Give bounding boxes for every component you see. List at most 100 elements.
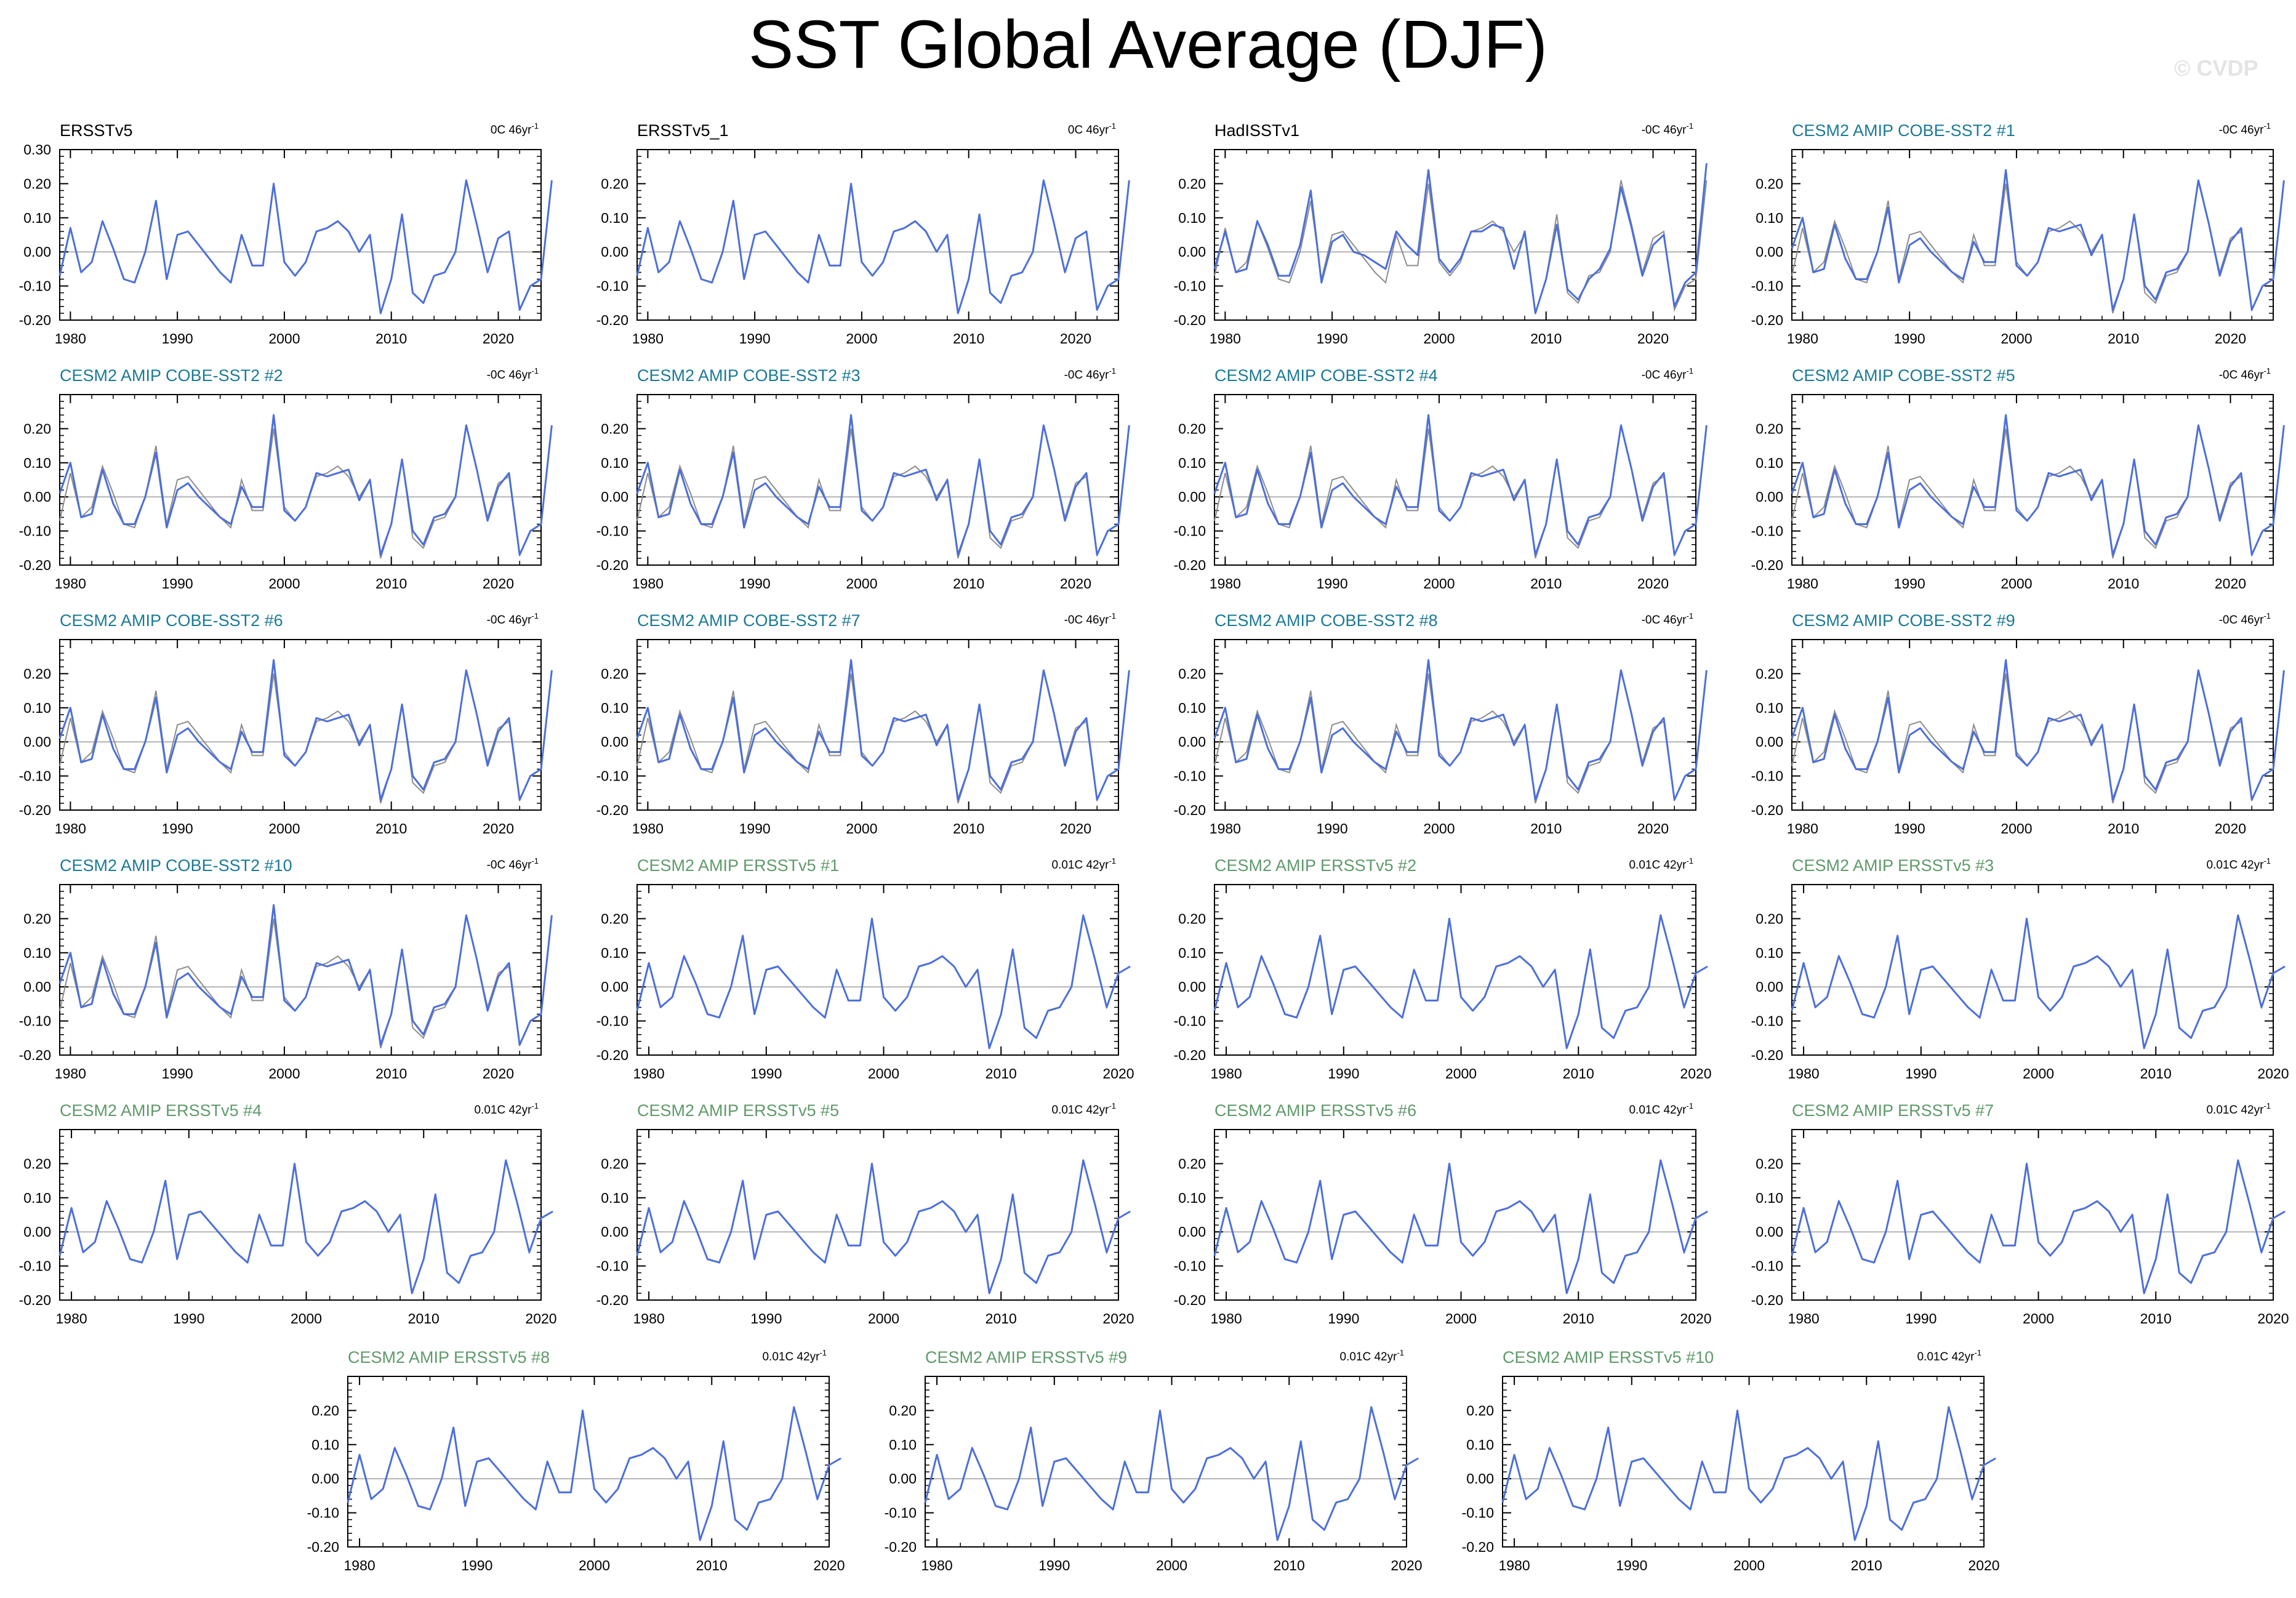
x-tick-label: 1980 xyxy=(632,821,664,837)
y-tick-label: 0.20 xyxy=(1756,910,1783,926)
y-tick-label: 0.10 xyxy=(23,700,51,716)
x-tick-label: 1980 xyxy=(921,1557,952,1573)
y-tick-label: -0.10 xyxy=(1174,523,1206,539)
plot-frame xyxy=(925,1376,1407,1548)
panel-title: CESM2 AMIP COBE-SST2 #4 xyxy=(1214,366,1438,385)
x-tick-label: 2000 xyxy=(268,576,300,592)
x-tick-label: 1990 xyxy=(1894,331,1925,347)
x-tick-label: 2020 xyxy=(1680,1066,1711,1082)
x-tick-label: 2010 xyxy=(375,331,407,347)
x-tick-label: 1990 xyxy=(461,1557,492,1573)
y-tick-label: 0.00 xyxy=(601,1224,628,1240)
obs-series-line xyxy=(59,1160,553,1294)
trend-label: 0.01C 42yr-1 xyxy=(2206,1101,2271,1117)
plot-frame xyxy=(636,884,1119,1056)
x-tick-label: 2020 xyxy=(2215,576,2246,592)
panel-title: CESM2 AMIP ERSSTv5 #2 xyxy=(1214,856,1416,875)
obs-series-line xyxy=(59,425,553,559)
series-line xyxy=(1213,1159,1708,1295)
plot-frame xyxy=(636,394,1119,566)
x-tick-label: 2010 xyxy=(953,821,984,837)
y-tick-label: 0.10 xyxy=(1756,1190,1783,1206)
y-tick-label: 0.00 xyxy=(23,489,51,505)
y-tick-label: 0.20 xyxy=(23,420,51,436)
panel-title: CESM2 AMIP ERSSTv5 #3 xyxy=(1792,856,1994,875)
obs-series-line xyxy=(1502,1407,1996,1541)
page-title: SST Global Average (DJF) xyxy=(748,7,1548,82)
x-tick-label: 2020 xyxy=(1102,1311,1134,1327)
x-tick-label: 2020 xyxy=(483,331,514,347)
x-tick-label: 1980 xyxy=(1210,821,1241,837)
obs-series-line xyxy=(1214,1160,1708,1294)
x-tick-label: 1990 xyxy=(1317,331,1348,347)
plot-frame xyxy=(1791,1129,2274,1301)
plot-frame xyxy=(1214,884,1696,1056)
x-tick-label: 1980 xyxy=(1210,1311,1242,1327)
y-tick-label: -0.20 xyxy=(1751,312,1783,328)
x-tick-label: 2020 xyxy=(1102,1066,1134,1082)
x-tick-label: 2010 xyxy=(696,1557,728,1573)
y-tick-label: 0.00 xyxy=(601,734,628,750)
panel-title: CESM2 AMIP ERSSTv5 #5 xyxy=(637,1101,839,1120)
x-tick-label: 2020 xyxy=(1968,1557,1999,1573)
trend-label: 0.01C 42yr-1 xyxy=(2206,856,2271,872)
y-tick-label: 0.10 xyxy=(23,210,51,226)
x-tick-label: 1980 xyxy=(55,576,86,592)
plot-frame xyxy=(59,394,542,566)
x-tick-label: 1990 xyxy=(162,821,193,837)
y-tick-label: -0.20 xyxy=(596,1292,628,1308)
x-tick-label: 2010 xyxy=(1530,821,1562,837)
y-tick-label: 0.00 xyxy=(1178,734,1206,750)
obs-series-line xyxy=(925,1407,1419,1541)
obs-series-line xyxy=(1791,1160,2286,1294)
series-line xyxy=(1791,414,2285,556)
y-tick-label: -0.20 xyxy=(1174,1292,1206,1308)
plot-frame xyxy=(1214,1129,1696,1301)
x-tick-label: 1990 xyxy=(1038,1557,1070,1573)
trend-label: 0.01C 42yr-1 xyxy=(1629,1101,1693,1117)
series-line xyxy=(636,1159,1131,1295)
obs-series-line xyxy=(1791,425,2285,559)
panel-title: CESM2 AMIP COBE-SST2 #1 xyxy=(1792,121,2015,140)
x-tick-label: 1990 xyxy=(750,1311,782,1327)
x-tick-label: 2000 xyxy=(291,1311,322,1327)
y-tick-label: -0.10 xyxy=(19,1258,51,1274)
x-tick-label: 1990 xyxy=(1328,1066,1359,1082)
x-tick-label: 2020 xyxy=(1060,576,1091,592)
y-tick-label: 0.00 xyxy=(1178,244,1206,260)
x-tick-label: 2010 xyxy=(2140,1311,2172,1327)
obs-series-line xyxy=(636,670,1130,804)
y-tick-label: 0.10 xyxy=(1178,455,1206,471)
trend-label: 0.01C 42yr-1 xyxy=(1051,1101,1116,1117)
series-line xyxy=(58,904,553,1046)
panel-title: CESM2 AMIP ERSSTv5 #9 xyxy=(925,1348,1127,1367)
trend-label: -0C 46yr-1 xyxy=(487,856,539,872)
x-tick-label: 1980 xyxy=(343,1557,375,1573)
y-tick-label: -0.20 xyxy=(1174,312,1206,328)
panel-2: ERSSTv5_1 0C 46yr-1 -0.20 -0.10 0.00 0.10 0.20… xyxy=(596,121,1130,347)
x-tick-label: 2020 xyxy=(1391,1557,1422,1573)
y-tick-label: 0.00 xyxy=(601,489,628,505)
y-tick-label: 0.10 xyxy=(23,455,51,471)
x-tick-label: 1980 xyxy=(633,1066,664,1082)
y-tick-label: 0.00 xyxy=(889,1471,917,1487)
panel-21: CESM2 AMIP ERSSTv5 #8 0.01C 42yr-1 -0.20 -0… xyxy=(307,1348,845,1573)
y-tick-label: 0.20 xyxy=(23,1155,51,1171)
y-tick-label: 0.20 xyxy=(1178,665,1206,681)
x-tick-label: 2020 xyxy=(1637,821,1669,837)
y-tick-label: 0.00 xyxy=(311,1471,339,1487)
panel-title: CESM2 AMIP COBE-SST2 #9 xyxy=(1792,611,2015,630)
y-tick-label: -0.10 xyxy=(1174,1258,1206,1274)
series-line xyxy=(636,179,1130,315)
y-tick-label: 0.20 xyxy=(23,665,51,681)
y-tick-label: 0.10 xyxy=(311,1437,339,1453)
series-line xyxy=(636,914,1131,1050)
x-tick-label: 2020 xyxy=(2215,821,2246,837)
y-tick-label: -0.10 xyxy=(19,768,51,784)
x-tick-label: 1980 xyxy=(1210,1066,1242,1082)
panel-13: CESM2 AMIP COBE-SST2 #10 -0C 46yr-1 -0.20 -… xyxy=(19,856,553,1082)
trend-label: -0C 46yr-1 xyxy=(1642,121,1693,137)
x-tick-label: 2010 xyxy=(1274,1557,1305,1573)
y-tick-label: -0.20 xyxy=(596,557,628,573)
x-tick-label: 1990 xyxy=(1894,576,1925,592)
